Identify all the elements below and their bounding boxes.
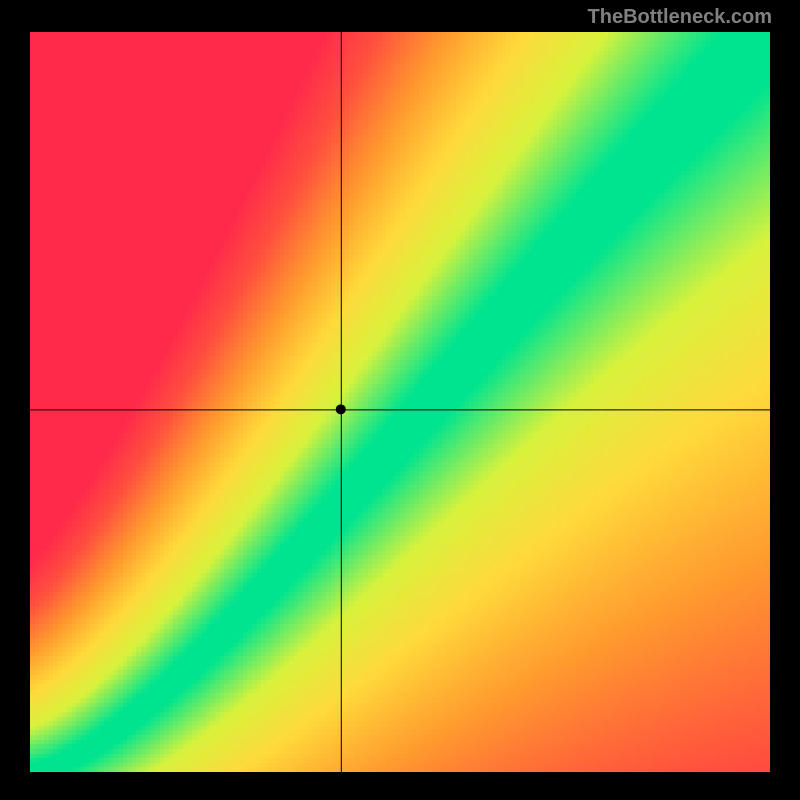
heatmap-canvas (30, 32, 770, 772)
heatmap-chart (30, 32, 770, 772)
chart-container: TheBottleneck.com (0, 0, 800, 800)
watermark-label: TheBottleneck.com (588, 6, 772, 29)
